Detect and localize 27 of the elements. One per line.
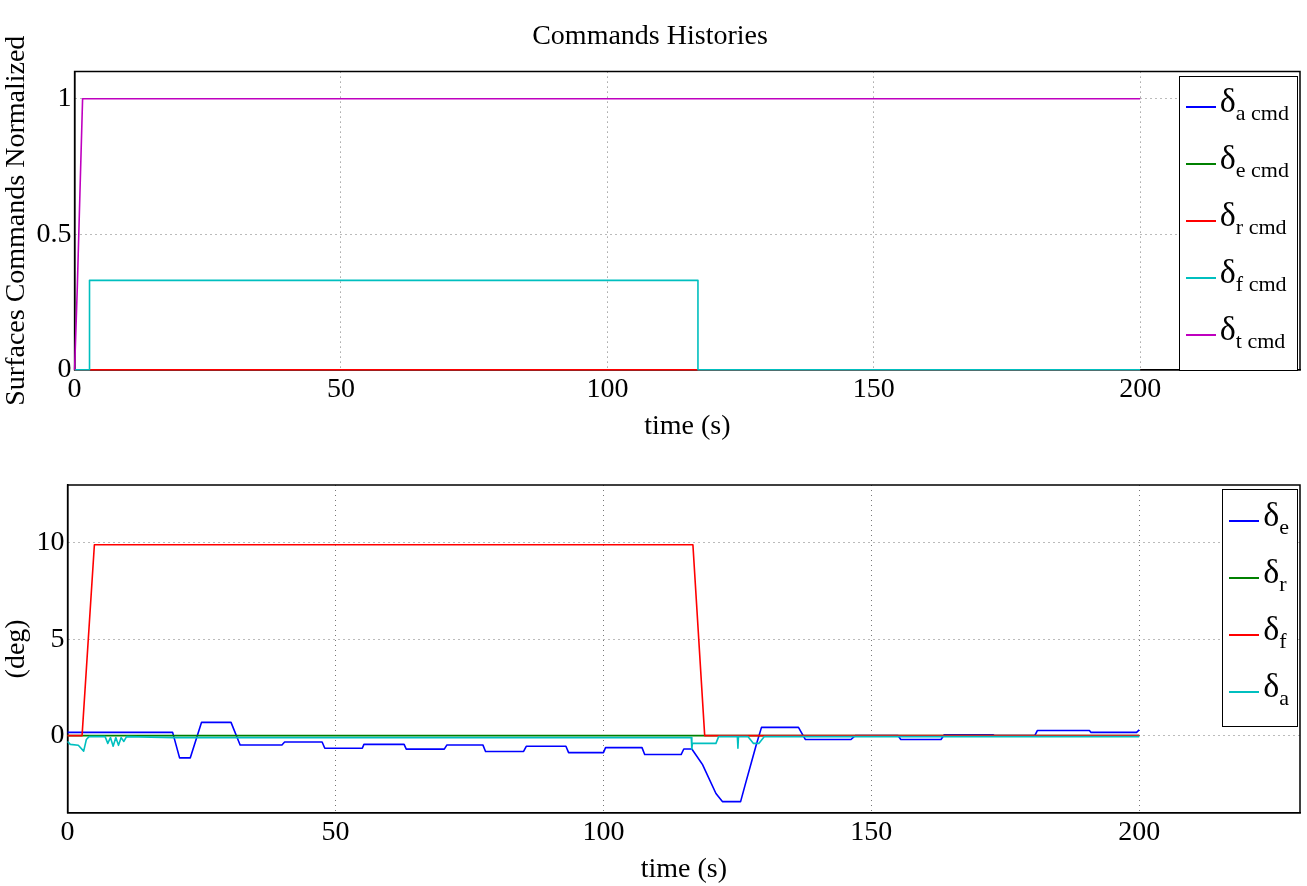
- y-axis-title: Surfaces Commands Normalized: [0, 35, 31, 406]
- y-tick-label: 1: [57, 81, 72, 113]
- y-axis-title: (deg): [0, 619, 31, 679]
- legend-label: δ$_{t cmd}$: [1219, 309, 1286, 355]
- legend-label: δ$_{a}$: [1263, 665, 1289, 712]
- legend-label: δ$_{f cmd}$: [1219, 252, 1287, 298]
- x-tick-label: 200: [1118, 814, 1161, 846]
- x-tick-label: 100: [582, 814, 625, 846]
- x-tick-label: 200: [1119, 371, 1162, 403]
- x-axis-title: time (s): [640, 851, 727, 883]
- x-tick-label: 50: [321, 814, 350, 846]
- y-tick-label: 0: [50, 718, 65, 750]
- chart-title: Commands Histories: [532, 19, 768, 51]
- x-tick-label: 150: [850, 814, 893, 846]
- x-axis-title: time (s): [644, 408, 731, 440]
- x-tick-label: 150: [852, 371, 895, 403]
- legend-label: δ$_{f}$: [1263, 608, 1287, 655]
- y-tick-label: 0.5: [36, 216, 72, 248]
- legend-label: δ$_{r cmd}$: [1219, 195, 1287, 241]
- y-tick-label: 10: [36, 525, 65, 557]
- x-tick-label: 50: [326, 371, 355, 403]
- x-tick-label: 100: [586, 371, 629, 403]
- legend-label: δ$_{e cmd}$: [1219, 138, 1289, 184]
- legend-label: δ$_{a cmd}$: [1219, 81, 1289, 127]
- legend-label: δ$_{e}$: [1263, 494, 1289, 541]
- legend-label: δ$_{r}$: [1263, 551, 1287, 598]
- y-tick-label: 5: [50, 621, 65, 653]
